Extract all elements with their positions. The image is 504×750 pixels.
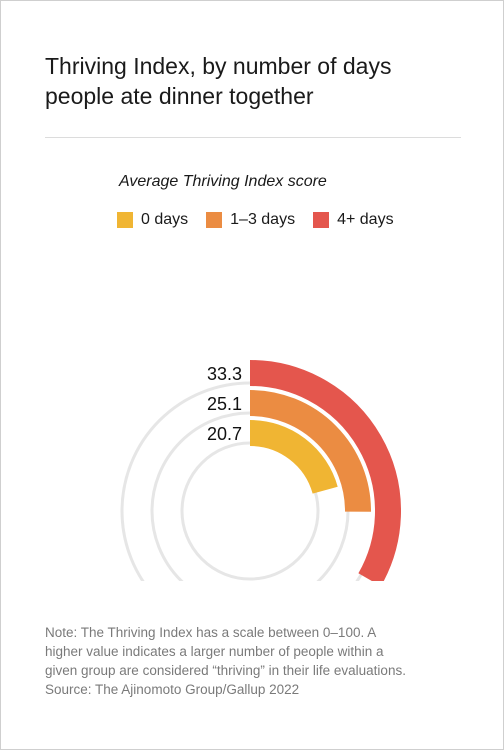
legend-swatch-4-plus-days	[313, 212, 330, 228]
data-label-0: 20.7	[207, 424, 242, 444]
chart-title-line-1: Thriving Index, by number of days	[45, 53, 392, 79]
chart-title-line-2: people ate dinner together	[45, 83, 314, 109]
chart-footnote: Note: The Thriving Index has a scale bet…	[45, 623, 475, 699]
data-label-1: 25.1	[207, 394, 242, 414]
data-label-2: 33.3	[207, 364, 242, 384]
legend-label-1-3-days: 1–3 days	[230, 211, 296, 228]
bar-arc-2	[249, 360, 401, 581]
bar-arc-0	[249, 420, 338, 495]
bar-arc-1	[249, 390, 371, 512]
legend-item-0-days: 0 days	[117, 211, 188, 229]
footnote-line-3: given group are considered “thriving” in…	[45, 663, 406, 678]
legend-label-0-days: 0 days	[141, 211, 189, 228]
legend-swatch-0-days	[117, 212, 133, 228]
chart-legend: 0 days 1–3 days 4+ days	[117, 211, 412, 229]
footnote-line-1: Note: The Thriving Index has a scale bet…	[45, 625, 377, 640]
footnote-line-2: higher value indicates a larger number o…	[45, 644, 384, 659]
legend-swatch-1-3-days	[206, 212, 223, 228]
legend-item-4-plus-days: 4+ days	[313, 211, 394, 229]
radial-bar-chart: 20.7 25.1 33.3	[120, 360, 401, 581]
footnote-line-4: Source: The Ajinomoto Group/Gallup 2022	[45, 682, 300, 697]
title-divider	[45, 137, 461, 138]
legend-item-1-3-days: 1–3 days	[206, 211, 295, 229]
chart-subtitle: Average Thriving Index score	[119, 173, 327, 190]
legend-label-4-plus-days: 4+ days	[337, 211, 394, 228]
chart-title: Thriving Index, by number of days people…	[45, 51, 465, 111]
